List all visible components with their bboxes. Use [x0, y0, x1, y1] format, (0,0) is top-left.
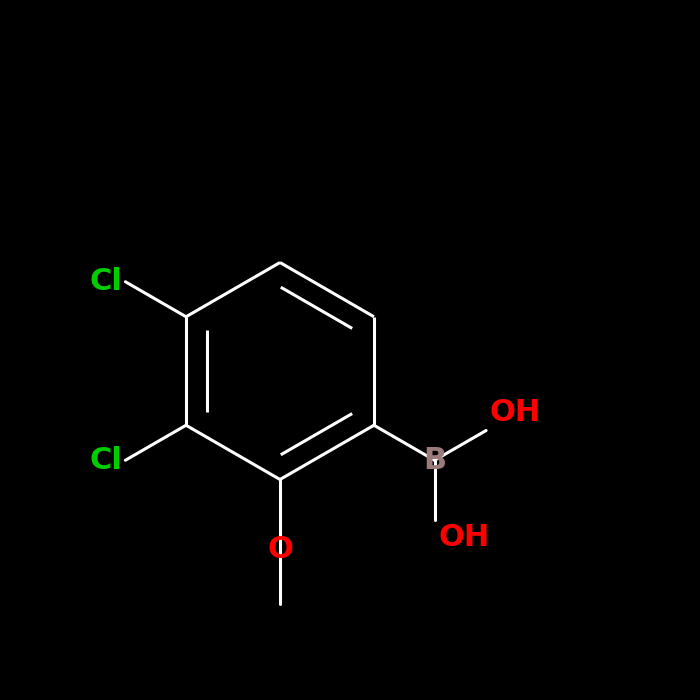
- Text: Cl: Cl: [89, 446, 122, 475]
- Text: B: B: [423, 446, 446, 475]
- Text: Cl: Cl: [89, 267, 122, 296]
- Text: OH: OH: [489, 398, 541, 427]
- Text: O: O: [267, 535, 293, 564]
- Text: OH: OH: [438, 524, 489, 552]
